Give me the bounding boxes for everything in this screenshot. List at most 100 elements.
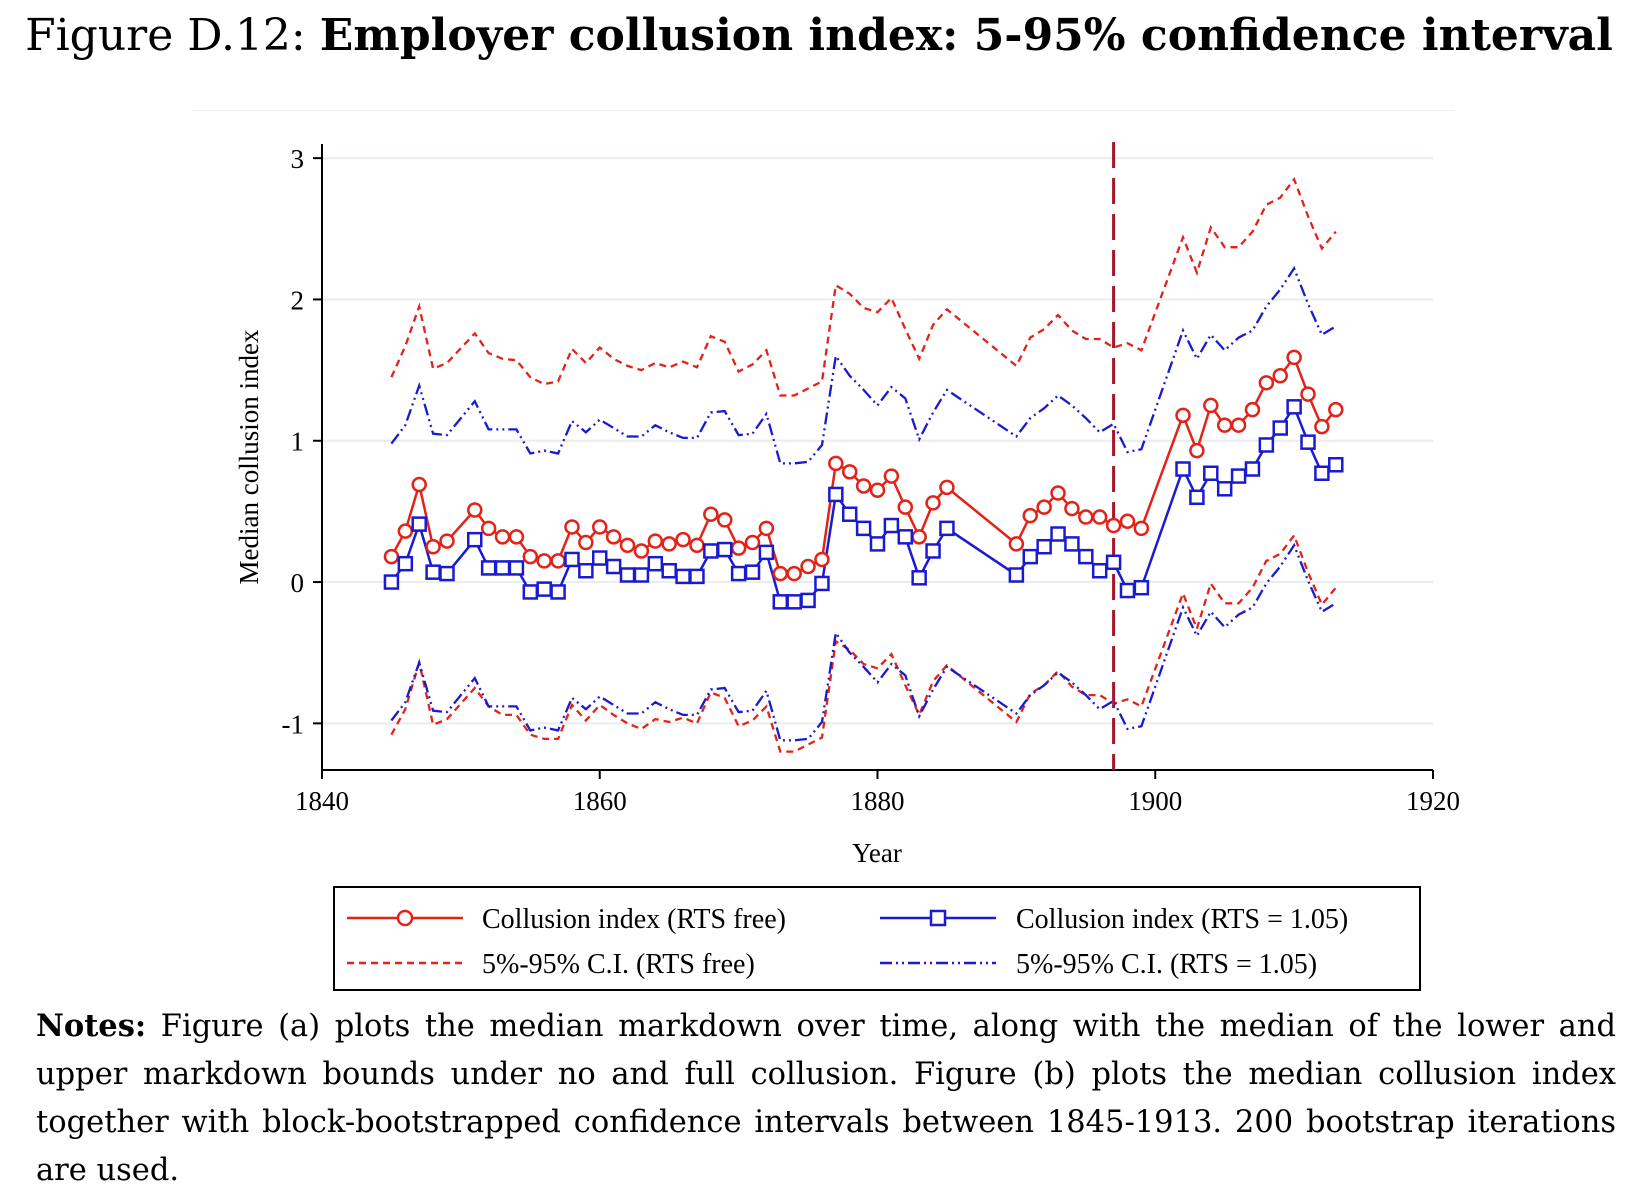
data-point-circle <box>855 478 872 494</box>
data-point-square <box>536 581 552 597</box>
data-point-square <box>869 536 886 552</box>
axis-ticks: -1 0 1 2 3 1840 1860 1880 1900 1920 <box>282 144 1461 816</box>
data-point-circle <box>1036 499 1052 515</box>
legend-entry-ci-rts-free: 5%-95% C.I. (RTS free) <box>347 949 755 980</box>
data-point-circle <box>1216 417 1233 433</box>
data-point-square <box>550 584 566 600</box>
x-tick-label: 1920 <box>1406 786 1460 816</box>
data-point-square <box>1119 582 1136 599</box>
data-point-circle <box>828 455 844 472</box>
data-point-square <box>814 575 830 592</box>
legend-label: Collusion index (RTS free) <box>482 904 786 935</box>
figure-notes: Notes: Figure (a) plots the median markd… <box>36 1002 1616 1195</box>
data-point-square <box>1189 489 1205 506</box>
data-point-circle <box>383 548 400 565</box>
data-point-circle <box>730 540 747 556</box>
data-point-square <box>425 564 441 580</box>
data-point-circle <box>522 548 539 565</box>
data-point-circle <box>578 534 594 551</box>
data-point-square <box>939 520 955 537</box>
y-tick-label: 0 <box>291 568 305 598</box>
data-point-square <box>855 520 872 537</box>
data-point-square <box>439 565 455 582</box>
data-point-square <box>397 555 414 572</box>
data-point-circle <box>1286 349 1302 366</box>
data-point-circle <box>800 558 816 575</box>
data-point-circle <box>786 565 802 582</box>
notes-label: Notes: <box>36 1008 147 1044</box>
data-point-circle <box>1022 507 1039 524</box>
data-point-circle <box>592 519 608 535</box>
legend-swatch-square-marker <box>929 909 947 927</box>
data-point-square <box>772 594 789 610</box>
y-tick-label: 1 <box>291 427 305 457</box>
data-point-circle <box>911 529 927 545</box>
data-point-circle <box>550 553 566 569</box>
data-point-circle <box>397 523 414 539</box>
ci-rts-105-lower-line <box>390 542 1337 742</box>
legend-entry-ci-rts-105: 5%-95% C.I. (RTS = 1.05) <box>880 949 1317 980</box>
figure-title: Figure D.12: Employer collusion index: 5… <box>0 10 1638 61</box>
data-point-square <box>1216 481 1233 497</box>
legend-entry-rts-free: Collusion index (RTS free) <box>347 904 786 935</box>
data-point-square <box>1314 465 1330 482</box>
data-point-circle <box>467 502 483 518</box>
x-tick-label: 1840 <box>295 786 349 816</box>
y-tick-label: 2 <box>291 285 305 315</box>
ci-rts-free-lower-line <box>390 533 1337 753</box>
data-point-square <box>841 506 858 522</box>
data-point-circle <box>425 538 441 555</box>
legend-label: 5%-95% C.I. (RTS = 1.05) <box>1016 949 1317 980</box>
collusion-index-chart: -1 0 1 2 3 1840 1860 1880 1900 1920 Year Median c… <box>192 110 1461 991</box>
series-lines <box>390 176 1337 753</box>
data-point-circle <box>1175 407 1191 424</box>
data-point-square <box>564 551 580 568</box>
data-point-square <box>911 570 927 586</box>
data-point-circle <box>1189 442 1205 459</box>
data-point-square <box>592 550 608 566</box>
data-point-square <box>1244 461 1261 477</box>
data-point-circle <box>1258 375 1275 391</box>
data-point-square <box>578 563 594 579</box>
data-point-square <box>1258 437 1275 453</box>
data-point-circle <box>1050 485 1066 501</box>
data-point-square <box>1175 461 1191 477</box>
data-point-circle <box>1230 417 1247 433</box>
x-tick-label: 1860 <box>573 786 627 816</box>
data-point-square <box>1022 548 1039 565</box>
notes-text: Figure (a) plots the median markdown ove… <box>36 1009 1617 1188</box>
data-point-square <box>494 560 511 576</box>
data-point-circle <box>841 464 858 480</box>
data-point-square <box>522 584 539 600</box>
data-point-circle <box>1328 401 1344 418</box>
data-point-square <box>1064 536 1080 552</box>
data-point-square <box>1286 399 1302 415</box>
data-point-circle <box>1119 513 1136 530</box>
data-point-square <box>897 529 914 545</box>
data-point-square <box>1036 538 1052 555</box>
x-axis-label: Year <box>852 838 902 868</box>
data-point-circle <box>1272 367 1288 384</box>
data-point-circle <box>897 499 914 515</box>
y-tick-label: -1 <box>282 709 305 739</box>
data-point-square <box>1008 567 1025 583</box>
data-point-square <box>1078 548 1094 565</box>
legend-label: 5%-95% C.I. (RTS free) <box>482 949 755 980</box>
data-point-circle <box>689 537 705 554</box>
data-point-square <box>675 568 691 585</box>
data-point-circle <box>869 482 886 498</box>
data-point-circle <box>1244 401 1261 418</box>
data-point-circle <box>619 537 636 554</box>
legend-entry-rts-105: Collusion index (RTS = 1.05) <box>880 904 1348 935</box>
data-point-square <box>1230 468 1247 484</box>
data-point-square <box>800 592 816 609</box>
data-point-square <box>730 565 747 582</box>
data-point-circle <box>772 565 789 582</box>
data-point-circle <box>1078 509 1094 525</box>
data-point-circle <box>633 543 650 559</box>
data-point-circle <box>1203 397 1219 414</box>
y-axis-label: Median collusion index <box>234 329 264 584</box>
legend: Collusion index (RTS free) Collusion ind… <box>333 886 1421 991</box>
data-point-square <box>1091 563 1108 579</box>
data-point-circle <box>1300 386 1316 402</box>
